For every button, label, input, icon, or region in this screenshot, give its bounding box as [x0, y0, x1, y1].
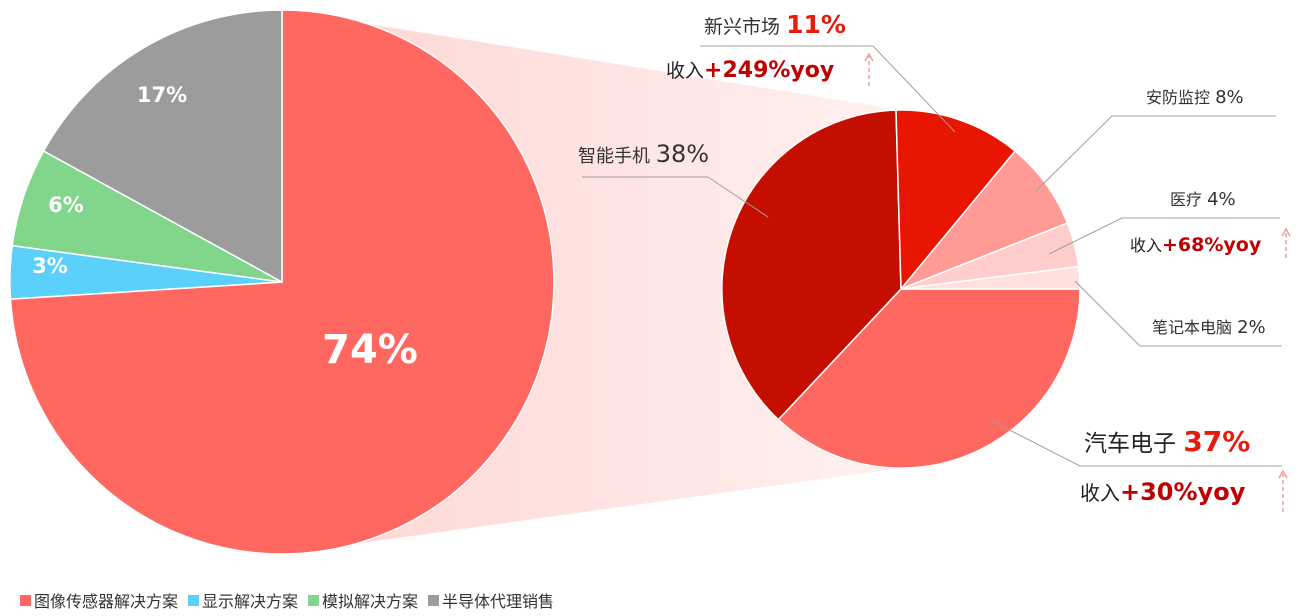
label-distribution-pct: 17%	[136, 83, 188, 107]
legend-item-analog[interactable]: 模拟解决方案	[308, 588, 418, 612]
legend-swatch	[428, 594, 440, 606]
label-emerging: 新兴市场 11%	[704, 10, 846, 39]
revenue-growth: +30%yoy	[1120, 478, 1246, 506]
label-security-pct: 8%	[1215, 87, 1244, 108]
growth-arrow-icon-medical	[1271, 227, 1291, 258]
chart-legend: 图像传感器解决方案 显示解决方案 模拟解决方案 半导体代理销售	[20, 588, 554, 612]
revenue-prefix: 收入	[1130, 236, 1163, 255]
label-phone-name: 智能手机	[578, 146, 650, 167]
legend-label: 图像传感器解决方案	[34, 592, 179, 611]
slice-phone[interactable]	[721, 109, 902, 421]
slice-laptop[interactable]	[900, 265, 1081, 290]
label-laptop: 笔记本电脑 2%	[1152, 314, 1266, 338]
label-security: 安防监控 8%	[1146, 84, 1244, 108]
label-emerging-name: 新兴市场	[704, 16, 781, 38]
legend-label: 模拟解决方案	[322, 592, 419, 611]
label-auto: 汽车电子 37%	[1084, 424, 1250, 458]
label-security-name: 安防监控	[1146, 88, 1211, 107]
label-medical-name: 医疗	[1170, 190, 1203, 209]
slice-auto[interactable]	[777, 288, 1081, 469]
left-pie	[9, 9, 555, 555]
revenue-prefix: 收入	[1080, 481, 1120, 505]
legend-label: 半导体代理销售	[442, 592, 555, 611]
legend-swatch	[188, 594, 200, 606]
label-auto-name: 汽车电子	[1084, 431, 1176, 457]
legend-item-image-sensor[interactable]: 图像传感器解决方案	[20, 588, 178, 612]
label-medical-pct: 4%	[1207, 189, 1236, 210]
slice-distribution[interactable]	[42, 9, 283, 284]
label-display-pct: 3%	[32, 254, 68, 278]
label-auto-pct: 37%	[1183, 425, 1251, 458]
label-phone-pct: 38%	[655, 140, 710, 168]
label-phone: 智能手机 38%	[578, 140, 709, 168]
label-laptop-pct: 2%	[1237, 317, 1266, 338]
revenue-growth: +68%yoy	[1162, 234, 1262, 256]
revenue-growth: +249%yoy	[704, 58, 835, 83]
label-medical-revenue: 收入+68%yoy	[1130, 232, 1261, 256]
label-emerging-pct: 11%	[786, 10, 846, 39]
legend-item-distribution[interactable]: 半导体代理销售	[428, 588, 554, 612]
right-pie	[721, 109, 1081, 469]
slice-security[interactable]	[900, 149, 1069, 290]
revenue-prefix: 收入	[666, 60, 705, 82]
label-laptop-name: 笔记本电脑	[1152, 318, 1233, 337]
legend-item-display[interactable]: 显示解决方案	[188, 588, 298, 612]
label-image-sensor-pct: 74%	[322, 327, 418, 373]
label-medical: 医疗 4%	[1170, 186, 1236, 210]
legend-swatch	[20, 594, 31, 606]
leader-lines	[582, 45, 1282, 467]
legend-label: 显示解决方案	[202, 592, 299, 611]
slice-emerging[interactable]	[895, 109, 1017, 292]
legend-swatch	[308, 594, 320, 606]
growth-arrow-icon-emerging	[850, 52, 874, 86]
growth-arrow-icon-auto	[1265, 469, 1288, 512]
label-emerging-revenue: 收入+249%yoy	[666, 56, 834, 83]
label-auto-revenue: 收入+30%yoy	[1080, 477, 1245, 506]
label-analog-pct: 6%	[48, 193, 84, 217]
